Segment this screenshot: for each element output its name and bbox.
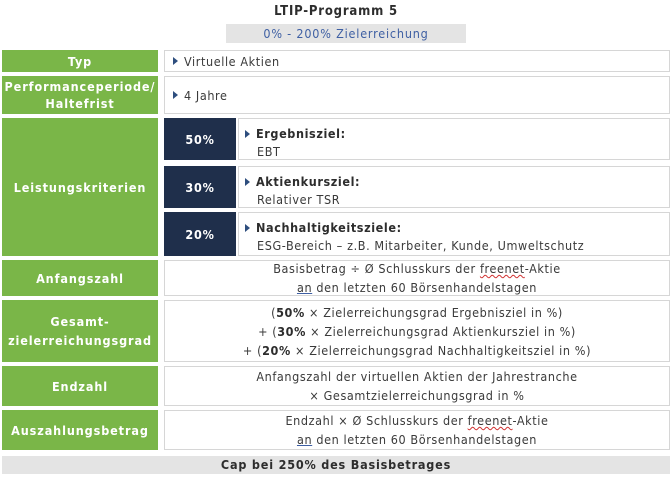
formula-text: × Zielerreichungsgrad Aktienkursziel in … <box>305 323 576 339</box>
formula-text: × Zielerreichungsgrad Nachhaltigkeitszie… <box>290 342 592 358</box>
triangle-right-icon <box>245 223 250 232</box>
an-word: an <box>296 280 313 295</box>
formula-line: an den letzten 60 Börsenhandelstagen <box>297 278 537 297</box>
formula-line: + (20% × Zielerreichungsgrad Nachhaltigk… <box>243 341 591 360</box>
label-anfangszahl: Anfangszahl <box>2 260 158 296</box>
weight-value: 30% <box>277 323 306 339</box>
criterion-name: Aktienkursziel: <box>256 174 361 189</box>
value-performance-text: 4 Jahre <box>184 87 228 103</box>
label-performance: Performanceperiode/ Haltefrist <box>2 76 158 114</box>
formula-text: × Zielerreichungsgrad Ergebnisziel in %) <box>304 304 563 320</box>
criterion-desc: ESG-Bereich – z.B. Mitarbeiter, Kunde, U… <box>257 238 585 253</box>
weight-badge-text: 30% <box>185 179 215 195</box>
formula-text: + ( <box>258 323 278 339</box>
criterion-desc: EBT <box>257 144 281 159</box>
criterion-head: Aktienkursziel: <box>245 174 360 189</box>
formula-text: ( <box>271 304 277 320</box>
formula-line: Anfangszahl der virtuellen Aktien der Ja… <box>256 369 578 384</box>
criterion-head: Ergebnisziel: <box>245 126 346 141</box>
weight-badge-text: 20% <box>185 226 215 242</box>
an-word: an <box>296 432 313 447</box>
triangle-right-icon <box>245 177 250 186</box>
weight-badge: 30% <box>164 166 236 208</box>
value-auszahlungsbetrag: Endzahl × Ø Schlusskurs der freenet-Akti… <box>164 410 670 450</box>
label-gesamtzielerreichungsgrad: Gesamt- zielerreichungsgrad <box>2 300 158 362</box>
formula-line: (50% × Zielerreichungsgrad Ergebnisziel … <box>271 303 563 322</box>
formula-text: + ( <box>242 342 263 358</box>
formula-text: -Aktie <box>524 261 561 276</box>
label-auszahlungsbetrag-text: Auszahlungsbetrag <box>11 422 149 438</box>
label-endzahl: Endzahl <box>2 366 158 406</box>
formula-line: Basisbetrag ÷ Ø Schlusskurs der freenet-… <box>273 259 561 278</box>
value-gesamtzielerreichungsgrad: (50% × Zielerreichungsgrad Ergebnisziel … <box>164 300 670 362</box>
label-auszahlungsbetrag: Auszahlungsbetrag <box>2 410 158 450</box>
weight-badge-text: 50% <box>185 131 215 147</box>
label-gesamt-line1: Gesamt- <box>50 314 110 329</box>
criterion-name: Ergebnisziel: <box>256 126 346 141</box>
weight-badge: 20% <box>164 212 236 256</box>
criterion-nachhaltigkeitsziele: Nachhaltigkeitsziele: ESG-Bereich – z.B.… <box>238 212 670 256</box>
value-typ: Virtuelle Aktien <box>164 50 670 72</box>
value-typ-text: Virtuelle Aktien <box>184 53 280 69</box>
label-endzahl-text: Endzahl <box>51 378 109 394</box>
formula-text: den letzten 60 Börsenhandelstagen <box>312 280 538 295</box>
formula-line: × Gesamtzielerreichungsgrad in % <box>309 388 525 403</box>
value-anfangszahl: Basisbetrag ÷ Ø Schlusskurs der freenet-… <box>164 260 670 296</box>
formula-text: -Aktie <box>512 413 549 428</box>
formula-text: den letzten 60 Börsenhandelstagen <box>312 432 538 447</box>
criterion-name: Nachhaltigkeitsziele: <box>256 220 402 235</box>
label-performance-line2: Haltefrist <box>45 96 115 111</box>
weight-badge: 50% <box>164 118 236 160</box>
freenet-word: freenet <box>467 413 513 428</box>
formula-text: Endzahl × Ø Schlusskurs der <box>285 413 468 428</box>
page-subtitle: 0% - 200% Zielerreichung <box>226 24 466 43</box>
formula-line: + (30% × Zielerreichungsgrad Aktienkursz… <box>258 322 576 341</box>
cap-banner: Cap bei 250% des Basisbetrages <box>2 456 670 474</box>
label-anfangszahl-text: Anfangszahl <box>36 270 124 286</box>
value-endzahl: Anfangszahl der virtuellen Aktien der Ja… <box>164 366 670 406</box>
criterion-desc: Relativer TSR <box>257 192 341 207</box>
label-typ-text: Typ <box>67 53 93 69</box>
formula-text: Basisbetrag ÷ Ø Schlusskurs der <box>273 261 480 276</box>
criterion-aktienkursziel: Aktienkursziel: Relativer TSR <box>238 166 670 208</box>
label-leistungskriterien: Leistungskriterien <box>2 118 158 256</box>
weight-value: 50% <box>276 304 305 320</box>
label-typ: Typ <box>2 50 158 72</box>
formula-line: Endzahl × Ø Schlusskurs der freenet-Akti… <box>285 411 548 430</box>
label-performance-line1: Performanceperiode/ <box>4 79 156 94</box>
triangle-right-icon <box>245 129 250 138</box>
label-leistungskriterien-text: Leistungskriterien <box>13 179 147 195</box>
triangle-right-icon <box>173 57 178 65</box>
freenet-word: freenet <box>479 261 525 276</box>
triangle-right-icon <box>173 91 178 99</box>
label-gesamt-line2: zielerreichungsgrad <box>8 333 152 348</box>
page-title: LTIP-Programm 5 <box>274 4 398 19</box>
weight-value: 20% <box>262 342 291 358</box>
value-performance: 4 Jahre <box>164 76 670 114</box>
criterion-ergebnisziel: Ergebnisziel: EBT <box>238 118 670 160</box>
criterion-head: Nachhaltigkeitsziele: <box>245 220 402 235</box>
formula-line: an den letzten 60 Börsenhandelstagen <box>297 430 537 449</box>
